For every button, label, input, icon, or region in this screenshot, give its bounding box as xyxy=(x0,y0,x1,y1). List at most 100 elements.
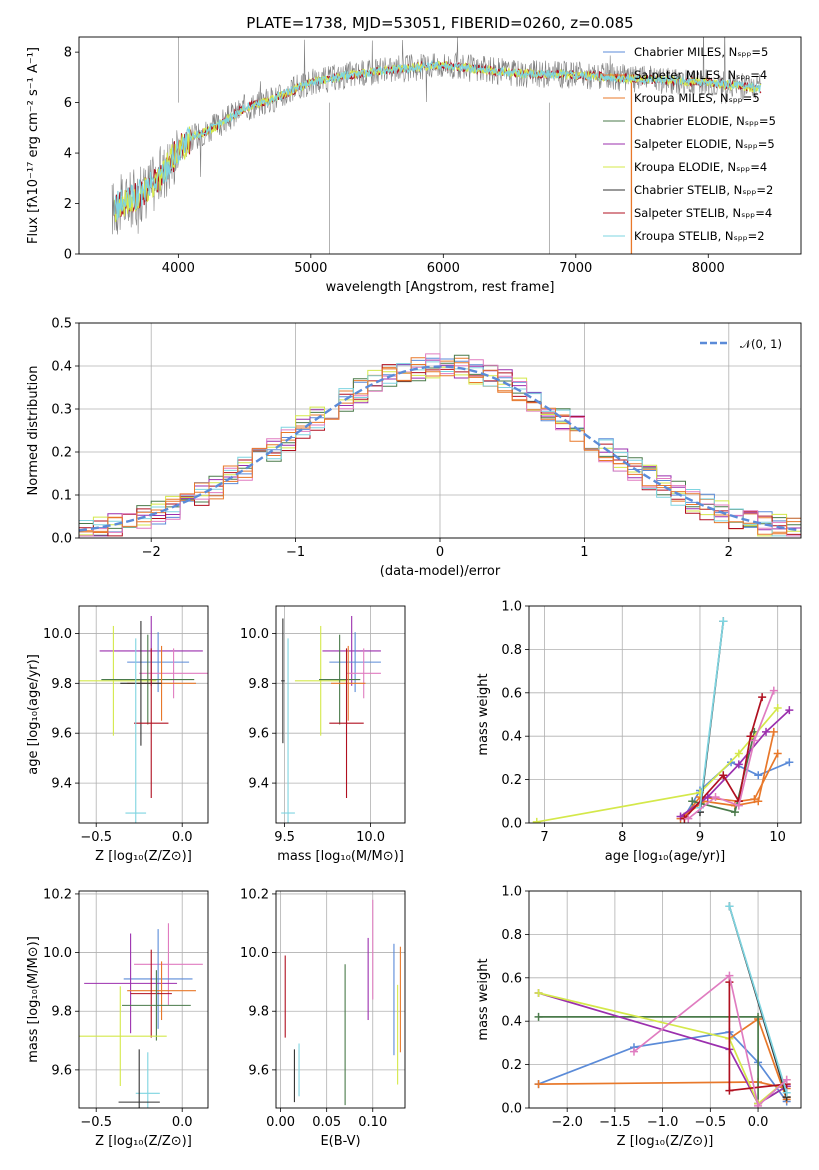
y-tick-label: 10.0 xyxy=(240,946,269,961)
x-tick-label: −1.5 xyxy=(599,1115,631,1130)
legend: 𝒩(0, 1) xyxy=(700,337,782,351)
axes-ebv-vs-mass: 0.00 0.05 0.10 9.6 9.8 10.0 10.2 E(B-V) xyxy=(240,887,406,1149)
y-tick-label: 2 xyxy=(64,197,72,212)
error-bar-point xyxy=(135,1052,160,1108)
legend-entry: Salpeter ELODIE, Nₛₚₚ=5 xyxy=(634,137,775,151)
y-axis-label: mass [log₁₀(M/M⊙)] xyxy=(26,936,41,1063)
histogram-series xyxy=(79,353,801,537)
error-bar-point xyxy=(79,986,167,1087)
error-bar-point xyxy=(120,620,162,746)
legend-entry: Salpeter MILES, Nₛₚₚ=4 xyxy=(634,68,767,82)
legend-entry: Kroupa STELIB, Nₛₚₚ=2 xyxy=(634,229,765,243)
legend-entry: Chabrier ELODIE, Nₛₚₚ=5 xyxy=(634,114,776,128)
y-tick-label: 9.8 xyxy=(51,1005,72,1020)
x-tick-label: −0.5 xyxy=(695,1115,727,1130)
plus-marker xyxy=(746,732,755,741)
y-tick-label: 4 xyxy=(64,147,72,162)
y-tick-label: 0.4 xyxy=(501,730,522,745)
plus-marker xyxy=(754,797,763,806)
x-axis-label: age [log₁₀(age/yr)] xyxy=(605,849,726,864)
plot-area xyxy=(79,353,801,537)
y-tick-label: 0.4 xyxy=(501,1015,522,1030)
plus-marker xyxy=(754,1012,763,1021)
error-bar-point xyxy=(139,648,208,699)
axes-frame xyxy=(78,322,802,539)
gridlines xyxy=(79,891,208,1108)
y-tick-label: 10.0 xyxy=(43,946,72,961)
axes-residual-histogram: −2 −1 0 1 2 0.0 0.1 0.2 0.3 0.4 0.5 (data-model)/er… xyxy=(26,317,802,579)
gridlines xyxy=(276,891,405,1108)
y-axis-label: Normed distribution xyxy=(26,366,41,496)
x-tick-label: 7 xyxy=(540,830,548,845)
legend-entry: Chabrier MILES, Nₛₚₚ=5 xyxy=(634,45,768,59)
series-line xyxy=(699,621,725,808)
y-tick-label: 0.3 xyxy=(51,403,72,418)
y-axis-label: age [log₁₀(age/yr)] xyxy=(26,654,41,775)
x-tick-label: 0.0 xyxy=(172,830,193,845)
error-bar-point xyxy=(331,645,366,721)
plus-marker xyxy=(711,792,720,801)
plus-marker xyxy=(684,814,693,823)
y-tick-label: 0.2 xyxy=(501,1058,522,1073)
y-tick-label: 9.4 xyxy=(51,777,72,792)
error-bar-point xyxy=(294,625,347,736)
error-bar-point xyxy=(118,1049,160,1108)
x-tick-label: −0.5 xyxy=(80,1115,112,1130)
axes-z-vs-mass: −0.5 0.0 9.6 9.8 10.0 10.2 Z [log₁₀(Z/Z⊙)] mass… xyxy=(26,887,209,1149)
gridlines xyxy=(79,606,208,823)
plus-marker xyxy=(730,808,739,817)
plus-marker xyxy=(785,758,794,767)
y-tick-label: 8 xyxy=(64,46,72,61)
y-tick-label: 10.2 xyxy=(43,887,72,902)
plus-marker xyxy=(769,727,778,736)
x-tick-label: 0.00 xyxy=(266,1115,295,1130)
plus-marker xyxy=(534,988,543,997)
x-tick-label: 0.10 xyxy=(358,1115,387,1130)
x-tick-label: 9.5 xyxy=(274,830,295,845)
y-tick-label: 0.8 xyxy=(501,928,522,943)
plot-area xyxy=(79,615,208,823)
error-bar-point xyxy=(329,632,381,693)
error-bar-point xyxy=(130,949,172,1038)
y-tick-label: 6 xyxy=(64,96,72,111)
legend-entry: Kroupa MILES, Nₛₚₚ=5 xyxy=(634,91,760,105)
y-tick-label: 1.0 xyxy=(501,600,522,615)
chart-title: PLATE=1738, MJD=53051, FIBERID=0260, z=0… xyxy=(246,14,633,32)
x-tick-label: 0.0 xyxy=(172,1115,193,1130)
error-bar-point xyxy=(123,929,193,1029)
error-bar-point xyxy=(125,638,147,823)
y-axis-label: mass weight xyxy=(476,673,491,755)
y-tick-label: 0.5 xyxy=(51,317,72,332)
plot-area xyxy=(111,37,762,254)
axes-z-vs-age: −0.5 0.0 9.4 9.6 9.8 10.0 Z [log₁₀(Z/Z⊙)] age [… xyxy=(26,605,209,864)
y-tick-label: 0.6 xyxy=(501,686,522,701)
error-bar-point xyxy=(134,648,169,799)
error-bar-point xyxy=(127,632,190,693)
plus-marker xyxy=(725,1086,734,1095)
series-line xyxy=(633,974,788,1108)
error-bar-point xyxy=(346,648,381,699)
plus-marker xyxy=(532,817,541,823)
plus-marker xyxy=(688,797,697,806)
y-tick-label: 9.6 xyxy=(248,727,269,742)
plus-marker xyxy=(725,971,734,980)
x-tick-label: −1 xyxy=(286,545,305,560)
histogram-series xyxy=(79,362,801,535)
x-axis-label: Z [log₁₀(Z/Z⊙)] xyxy=(95,849,192,864)
mass-weight-series xyxy=(725,902,791,1097)
plus-marker xyxy=(629,1047,638,1056)
mass-weight-series xyxy=(684,686,778,823)
plus-marker xyxy=(719,617,728,626)
plus-marker xyxy=(758,693,767,702)
gridlines xyxy=(529,605,801,824)
axes-frame xyxy=(275,605,406,824)
series-line xyxy=(538,992,788,1105)
legend-entry: Kroupa ELODIE, Nₛₚₚ=4 xyxy=(634,160,767,174)
y-tick-label: 10.0 xyxy=(43,627,72,642)
normal-curve xyxy=(79,365,801,532)
error-bar-point xyxy=(127,961,196,1021)
axes-frame xyxy=(78,36,802,255)
y-tick-label: 0.2 xyxy=(51,446,72,461)
x-tick-label: 0.05 xyxy=(312,1115,341,1130)
